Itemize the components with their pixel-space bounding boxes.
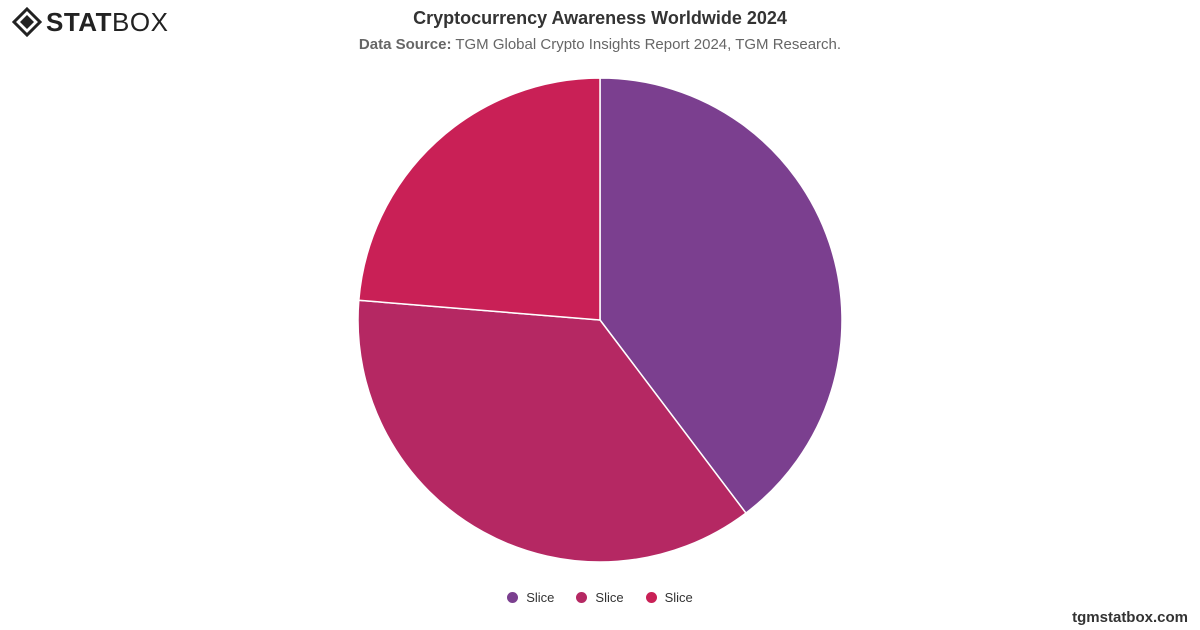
data-source-text: TGM Global Crypto Insights Report 2024, … — [451, 36, 842, 53]
chart-title: Cryptocurrency Awareness Worldwide 2024 — [413, 8, 787, 28]
legend-item-3[interactable]: Slice — [645, 590, 693, 605]
pie-slice-3[interactable] — [357, 77, 601, 321]
legend-marker-1 — [507, 592, 519, 603]
statbox-logo-icon — [12, 7, 42, 37]
legend-marker-2 — [576, 592, 588, 603]
website-footer[interactable]: tgmstatbox.com — [1072, 609, 1188, 626]
data-source-label: Data Source: — [358, 36, 452, 53]
legend-item-1[interactable]: Slice — [507, 590, 554, 605]
pie-slice-1[interactable] — [599, 77, 843, 515]
legend-label-2: Slice — [595, 590, 624, 605]
logo-wordmark: STATBOX — [46, 9, 168, 35]
chart-legend: Slice Slice Slice — [0, 590, 1200, 605]
statbox-logo: STATBOX — [12, 6, 168, 38]
logo-wordmark-light: BOX — [112, 7, 169, 37]
chart-subtitle: Data Source: TGM Global Crypto Insights … — [0, 36, 1200, 53]
pie-slice-2[interactable] — [357, 299, 747, 563]
logo-wordmark-strong: STAT — [46, 7, 113, 37]
legend-label-3: Slice — [664, 590, 693, 605]
legend-label-1: Slice — [526, 590, 555, 605]
legend-marker-3 — [645, 592, 657, 603]
legend-item-2[interactable]: Slice — [576, 590, 624, 605]
